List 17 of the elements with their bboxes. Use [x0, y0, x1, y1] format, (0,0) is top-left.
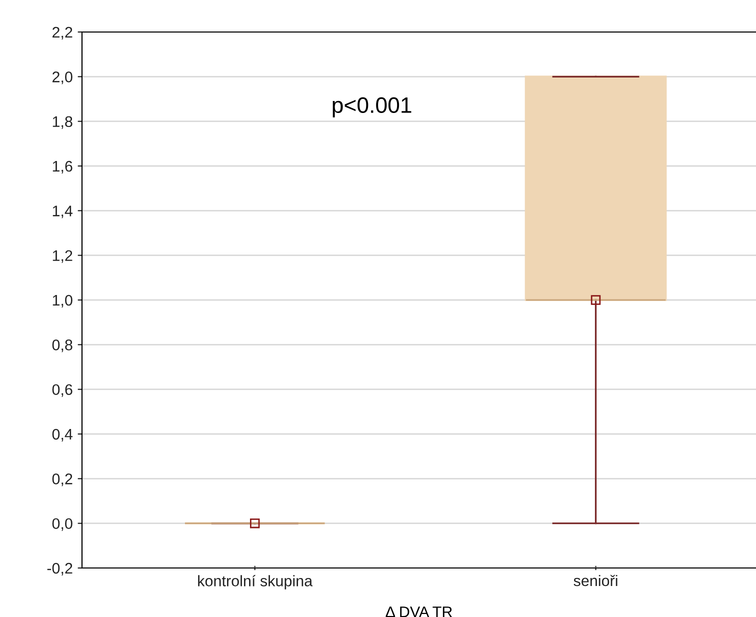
y-tick-label: 1,2	[52, 250, 72, 263]
y-tick-label: 0,8	[52, 340, 72, 352]
y-tick-label: 0,2	[52, 474, 72, 486]
y-tick-label: 1,0	[52, 294, 72, 308]
x-tick-label: senioři	[574, 574, 618, 586]
x-tick-label: kontrolní skupina	[198, 574, 313, 590]
annotation: p<0.001	[332, 97, 412, 118]
y-tick-label: 0,6	[52, 384, 72, 397]
y-tick-label: 1,8	[52, 116, 72, 129]
y-tick-label: -0,2	[47, 562, 72, 576]
y-tick-label: 1,4	[52, 206, 73, 218]
y-tick-label: 0,4	[52, 428, 73, 442]
y-tick-label: 2,0	[52, 72, 72, 84]
y-tick-label: 1,6	[52, 160, 72, 174]
y-tick-label: 0,0	[52, 518, 72, 531]
x-axis-title: Δ DVA TR	[386, 606, 452, 617]
y-tick-label: 2,2	[52, 26, 72, 40]
